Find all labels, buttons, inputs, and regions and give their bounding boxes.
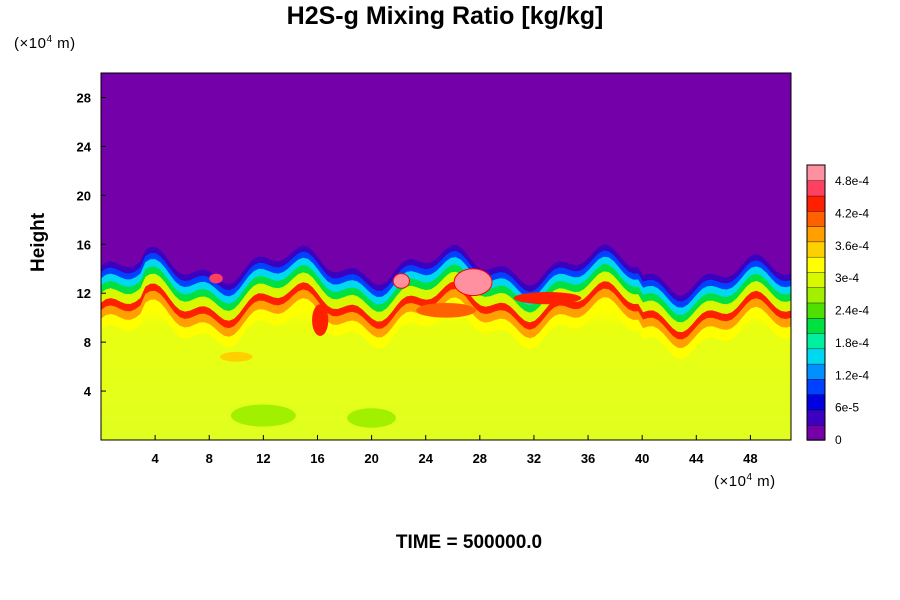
plot-frame xyxy=(100,72,792,441)
colorbar-tick-label: 1.2e-4 xyxy=(835,368,869,382)
x-tick-label: 24 xyxy=(418,451,433,466)
colorbar-swatch xyxy=(806,409,826,426)
x-tick-label: 36 xyxy=(581,451,595,466)
colorbar-frame xyxy=(806,164,826,441)
x-unit-label: (×104 m) xyxy=(714,472,776,490)
field-patch xyxy=(230,404,296,427)
colorbar-swatch xyxy=(806,393,826,411)
colorbar-swatch xyxy=(806,363,826,380)
colorbar-swatch xyxy=(806,256,826,273)
y-tick-label: 8 xyxy=(84,335,91,350)
x-tick-label: 20 xyxy=(364,451,378,466)
colorbar-swatch xyxy=(806,225,826,243)
colorbar-tick-label: 0 xyxy=(835,433,842,447)
colorbar-swatch xyxy=(806,271,826,288)
colorbar-tick-label: 3.6e-4 xyxy=(835,239,869,253)
x-tick-label: 40 xyxy=(635,451,649,466)
colorbar-swatch xyxy=(806,332,826,350)
colorbar-swatch xyxy=(806,241,826,258)
colorbar-swatch xyxy=(806,164,826,181)
x-tick-label: 44 xyxy=(689,451,704,466)
colorbar-tick-label: 1.8e-4 xyxy=(835,336,869,350)
chart-title: H2S-g Mixing Ratio [kg/kg] xyxy=(286,2,604,30)
colorbar-tick-label: 3e-4 xyxy=(835,271,859,285)
field-patch xyxy=(209,273,223,284)
x-tick-label: 16 xyxy=(310,451,324,466)
colorbar-swatch xyxy=(806,348,826,365)
colorbar: 0 6e-5 1.2e-4 1.8e-4 2.4e-4 3e-4 3.6e-4 4.2e-4 4… xyxy=(806,164,869,447)
y-tick-label: 20 xyxy=(77,188,91,203)
plot-area xyxy=(100,72,792,441)
field-patch xyxy=(312,304,329,337)
x-tick-label: 48 xyxy=(743,451,757,466)
y-tick-label: 16 xyxy=(77,237,91,252)
x-tick-label: 32 xyxy=(527,451,541,466)
colorbar-swatch xyxy=(806,287,826,304)
field-patch xyxy=(347,408,396,428)
colorbar-swatch xyxy=(806,195,826,212)
field-patch xyxy=(513,291,582,305)
y-tick-label: 4 xyxy=(84,384,92,399)
y-tick-label: 28 xyxy=(77,90,91,105)
colorbar-swatch xyxy=(806,180,826,197)
colorbar-swatch xyxy=(806,302,826,319)
colorbar-tick-label: 6e-5 xyxy=(835,401,859,415)
x-tick-label: 12 xyxy=(256,451,270,466)
x-tick-label: 28 xyxy=(473,451,487,466)
colorbar-swatch xyxy=(806,424,826,441)
field-patch xyxy=(416,302,476,318)
colorbar-swatch xyxy=(806,317,826,334)
x-tick-label: 8 xyxy=(206,451,213,466)
colorbar-tick-label: 4.2e-4 xyxy=(835,207,869,221)
colorbar-swatch xyxy=(806,378,826,395)
time-label: TIME = 500000.0 xyxy=(395,532,543,553)
colorbar-swatch xyxy=(806,210,826,227)
x-axis-ticks: 4 8 12 16 20 24 28 32 36 40 44 48 xyxy=(152,435,758,466)
y-tick-label: 24 xyxy=(77,139,92,154)
field-patch xyxy=(220,351,253,362)
colorbar-tick-label: 2.4e-4 xyxy=(835,304,869,318)
y-unit-label: (×104 m) xyxy=(14,34,76,52)
field-patch xyxy=(453,268,493,297)
y-tick-label: 12 xyxy=(77,286,91,301)
x-tick-label: 4 xyxy=(152,451,160,466)
colorbar-tick-label: 4.8e-4 xyxy=(835,174,869,188)
field-patch xyxy=(392,273,410,289)
y-axis-ticks: 4 8 12 16 20 24 28 xyxy=(77,90,106,399)
